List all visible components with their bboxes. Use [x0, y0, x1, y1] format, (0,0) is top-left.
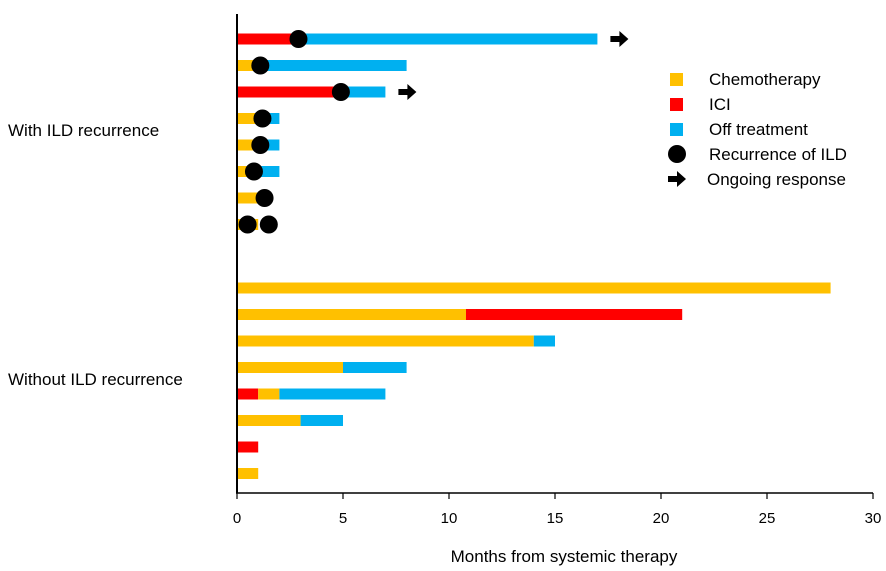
recurrence-marker-g0-p7-0 [238, 215, 257, 234]
bar-segment-g1-p7-s0 [237, 468, 259, 479]
bar-segment-g1-p5-s0 [237, 415, 301, 426]
bar-segment-g1-p0-s0 [237, 282, 831, 294]
ongoing-arrow-g0-p0 [610, 31, 629, 47]
x-tick-label-2: 10 [441, 510, 458, 527]
x-tick-label-6: 30 [865, 510, 882, 527]
ongoing-arrow-g0-p2 [398, 84, 417, 100]
x-tick-label-1: 5 [339, 510, 347, 527]
bar-segment-g1-p3-s0 [237, 362, 343, 373]
legend-swatch-3 [668, 145, 686, 163]
bar-segment-g0-p4-s0 [237, 139, 261, 151]
bar-segment-g0-p5-s1 [256, 166, 280, 177]
legend-swatch-4 [668, 171, 686, 187]
recurrence-marker-g0-p2-0 [331, 83, 350, 101]
x-tick-label-4: 20 [653, 510, 670, 527]
legend-swatch-2 [670, 123, 683, 136]
x-tick-label-3: 15 [547, 510, 564, 527]
group-label-without-ild: Without ILD recurrence [8, 370, 183, 389]
recurrence-marker-g0-p0-0 [289, 30, 308, 48]
bar-segment-g1-p6-s0 [237, 441, 259, 453]
bar-segment-g0-p6-s0 [237, 192, 263, 204]
group-label-with-ild: With ILD recurrence [8, 121, 159, 140]
legend-label-1: ICI [709, 95, 731, 114]
bar-segment-g0-p1-s1 [258, 60, 407, 71]
bar-segment-g1-p2-s0 [237, 335, 534, 347]
bar-segment-g1-p1-s0 [237, 309, 466, 320]
x-tick-label-0: 0 [233, 510, 241, 527]
legend-label-0: Chemotherapy [709, 70, 821, 89]
legend: Chemotherapy ICI Off treatment Recurrence o… [668, 70, 847, 189]
bar-segment-g0-p4-s1 [260, 139, 280, 151]
legend-label-2: Off treatment [709, 120, 808, 139]
legend-label-3: Recurrence of ILD [709, 145, 847, 164]
recurrence-marker-g0-p4-0 [251, 136, 270, 154]
bar-segment-g1-p4-s0 [237, 388, 259, 400]
bar-segment-g0-p1-s0 [237, 60, 259, 71]
bar-segment-g0-p0-s0 [237, 33, 301, 45]
x-axis-title: Months from systemic therapy [451, 547, 678, 566]
x-tick-label-5: 25 [759, 510, 776, 527]
recurrence-marker-g0-p1-0 [251, 56, 270, 75]
bar-segment-g1-p4-s2 [279, 388, 386, 400]
bar-segment-g0-p2-s0 [237, 86, 343, 98]
bar-segment-g1-p4-s1 [258, 388, 280, 400]
recurrence-marker-g0-p7-1 [259, 215, 278, 234]
bar-segment-g0-p3-s0 [237, 113, 263, 124]
legend-label-4: Ongoing response [707, 170, 846, 189]
bar-segment-g0-p0-s1 [300, 33, 598, 45]
bars-layer [237, 33, 831, 479]
recurrence-marker-g0-p6-0 [255, 189, 274, 207]
bar-segment-g1-p2-s1 [533, 335, 555, 347]
legend-swatch-1 [670, 98, 683, 111]
bar-segment-g1-p5-s1 [300, 415, 343, 426]
bar-segment-g1-p1-s1 [465, 309, 683, 320]
bar-segment-g0-p2-s1 [343, 86, 386, 98]
recurrence-marker-g0-p5-0 [244, 162, 263, 181]
recurrence-marker-g0-p3-0 [253, 109, 272, 128]
markers-layer [238, 30, 629, 234]
legend-swatch-0 [670, 73, 683, 86]
bar-segment-g1-p3-s1 [343, 362, 407, 373]
axes-layer: 0 5 10 15 20 25 30 [233, 14, 882, 527]
